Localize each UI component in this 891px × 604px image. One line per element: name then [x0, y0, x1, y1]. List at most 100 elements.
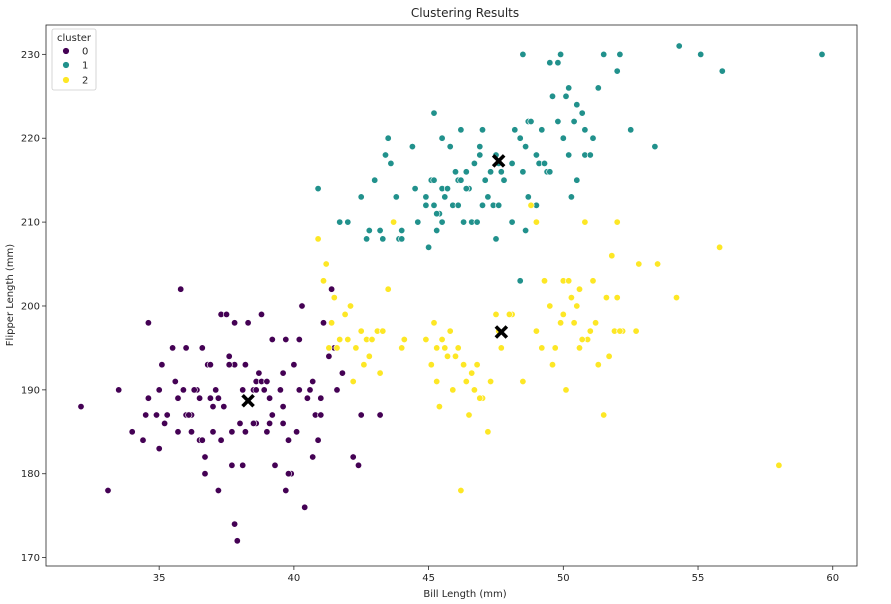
point-cluster-1-60 — [557, 50, 565, 58]
point-cluster-0-40 — [231, 319, 239, 327]
point-cluster-2-4 — [330, 294, 338, 302]
x-axis-ticks: 35 40 45 50 55 60 — [153, 566, 839, 584]
point-cluster-2-82 — [487, 377, 495, 385]
point-cluster-1-2 — [344, 218, 352, 226]
point-cluster-1-49 — [519, 50, 527, 58]
point-cluster-1-62 — [562, 92, 570, 100]
chart-title: Clustering Results — [411, 6, 519, 20]
point-cluster-1-30 — [454, 201, 462, 209]
point-cluster-0-30 — [209, 428, 217, 436]
point-cluster-0-82 — [295, 386, 303, 394]
point-cluster-0-83 — [236, 419, 244, 427]
point-cluster-2-25 — [449, 386, 457, 394]
point-cluster-2-80 — [433, 344, 441, 352]
y-tick-label-230: 230 — [21, 50, 40, 61]
point-cluster-0-46 — [241, 428, 249, 436]
legend: cluster 0 1 2 — [51, 28, 97, 91]
point-cluster-0-35 — [217, 436, 225, 444]
point-cluster-0-56 — [263, 428, 271, 436]
point-cluster-2-84 — [608, 252, 616, 260]
point-cluster-2-42 — [551, 344, 559, 352]
plot-frame — [45, 24, 858, 567]
point-cluster-0-63 — [282, 335, 290, 343]
point-cluster-2-3 — [328, 319, 336, 327]
point-cluster-2-35 — [497, 344, 505, 352]
point-cluster-1-64 — [570, 118, 578, 126]
point-cluster-0-79 — [357, 411, 365, 419]
point-cluster-1-38 — [478, 126, 486, 134]
point-cluster-1-83 — [441, 193, 449, 201]
point-cluster-1-82 — [422, 193, 430, 201]
y-tick-label-170: 170 — [21, 553, 40, 564]
point-cluster-1-33 — [462, 168, 470, 176]
point-cluster-1-68 — [589, 134, 597, 142]
point-cluster-1-37 — [476, 151, 484, 159]
point-cluster-0-10 — [161, 419, 169, 427]
legend-marker-1 — [62, 61, 70, 69]
centroids-layer — [241, 154, 509, 408]
point-cluster-2-22 — [441, 344, 449, 352]
point-cluster-1-16 — [422, 201, 430, 209]
point-cluster-2-5 — [336, 335, 344, 343]
point-cluster-0-27 — [201, 470, 209, 478]
point-cluster-2-29 — [465, 411, 473, 419]
point-cluster-2-85 — [333, 344, 341, 352]
point-cluster-0-108 — [309, 377, 317, 385]
point-cluster-1-50 — [522, 143, 530, 151]
point-cluster-0-62 — [279, 369, 287, 377]
point-cluster-0-9 — [158, 361, 166, 369]
point-cluster-1-88 — [573, 176, 581, 184]
point-cluster-0-4 — [139, 436, 147, 444]
x-tick-label-55: 55 — [692, 573, 705, 584]
point-cluster-1-57 — [546, 59, 554, 67]
point-cluster-2-6 — [341, 310, 349, 318]
points-layer — [77, 42, 826, 545]
point-cluster-1-29 — [451, 168, 459, 176]
point-cluster-1-39 — [481, 176, 489, 184]
point-cluster-0-88 — [303, 394, 311, 402]
point-cluster-2-90 — [586, 327, 594, 335]
point-cluster-0-61 — [279, 403, 287, 411]
point-cluster-2-31 — [473, 361, 481, 369]
point-cluster-1-42 — [492, 235, 500, 243]
legend-label-0: 0 — [82, 47, 88, 58]
point-cluster-2-61 — [716, 243, 724, 251]
y-tick-label-200: 200 — [21, 301, 40, 312]
point-cluster-1-11 — [387, 159, 395, 167]
point-cluster-1-1 — [336, 218, 344, 226]
point-cluster-0-70 — [306, 386, 314, 394]
point-cluster-0-17 — [179, 386, 187, 394]
point-cluster-2-27 — [457, 486, 465, 494]
point-cluster-2-33 — [484, 428, 492, 436]
point-cluster-1-106 — [586, 151, 594, 159]
point-cluster-1-6 — [371, 176, 379, 184]
point-cluster-2-2 — [322, 260, 330, 268]
point-cluster-2-37 — [519, 377, 527, 385]
point-cluster-0-68 — [298, 302, 306, 310]
x-tick-label-35: 35 — [153, 573, 166, 584]
point-cluster-2-41 — [548, 361, 556, 369]
y-axis-ticks: 170 180 190 200 210 220 230 — [21, 50, 46, 564]
point-cluster-2-12 — [368, 335, 376, 343]
point-cluster-2-87 — [398, 344, 406, 352]
point-cluster-0-29 — [206, 361, 214, 369]
point-cluster-1-73 — [627, 126, 635, 134]
point-cluster-1-52 — [527, 118, 535, 126]
point-cluster-1-101 — [522, 227, 530, 235]
point-cluster-1-5 — [365, 227, 373, 235]
point-cluster-0-64 — [284, 436, 292, 444]
point-cluster-0-0 — [77, 403, 85, 411]
point-cluster-2-38 — [527, 201, 535, 209]
point-cluster-0-47 — [244, 319, 252, 327]
point-cluster-2-15 — [379, 327, 387, 335]
point-cluster-2-64 — [422, 335, 430, 343]
point-cluster-0-66 — [290, 361, 298, 369]
point-cluster-0-96 — [220, 403, 228, 411]
point-cluster-0-72 — [314, 436, 322, 444]
point-cluster-2-78 — [578, 335, 586, 343]
point-cluster-2-28 — [462, 377, 470, 385]
point-cluster-0-73 — [319, 319, 327, 327]
point-cluster-1-78 — [818, 50, 826, 58]
point-cluster-0-92 — [206, 394, 214, 402]
centroid-marker-2 — [494, 325, 509, 339]
